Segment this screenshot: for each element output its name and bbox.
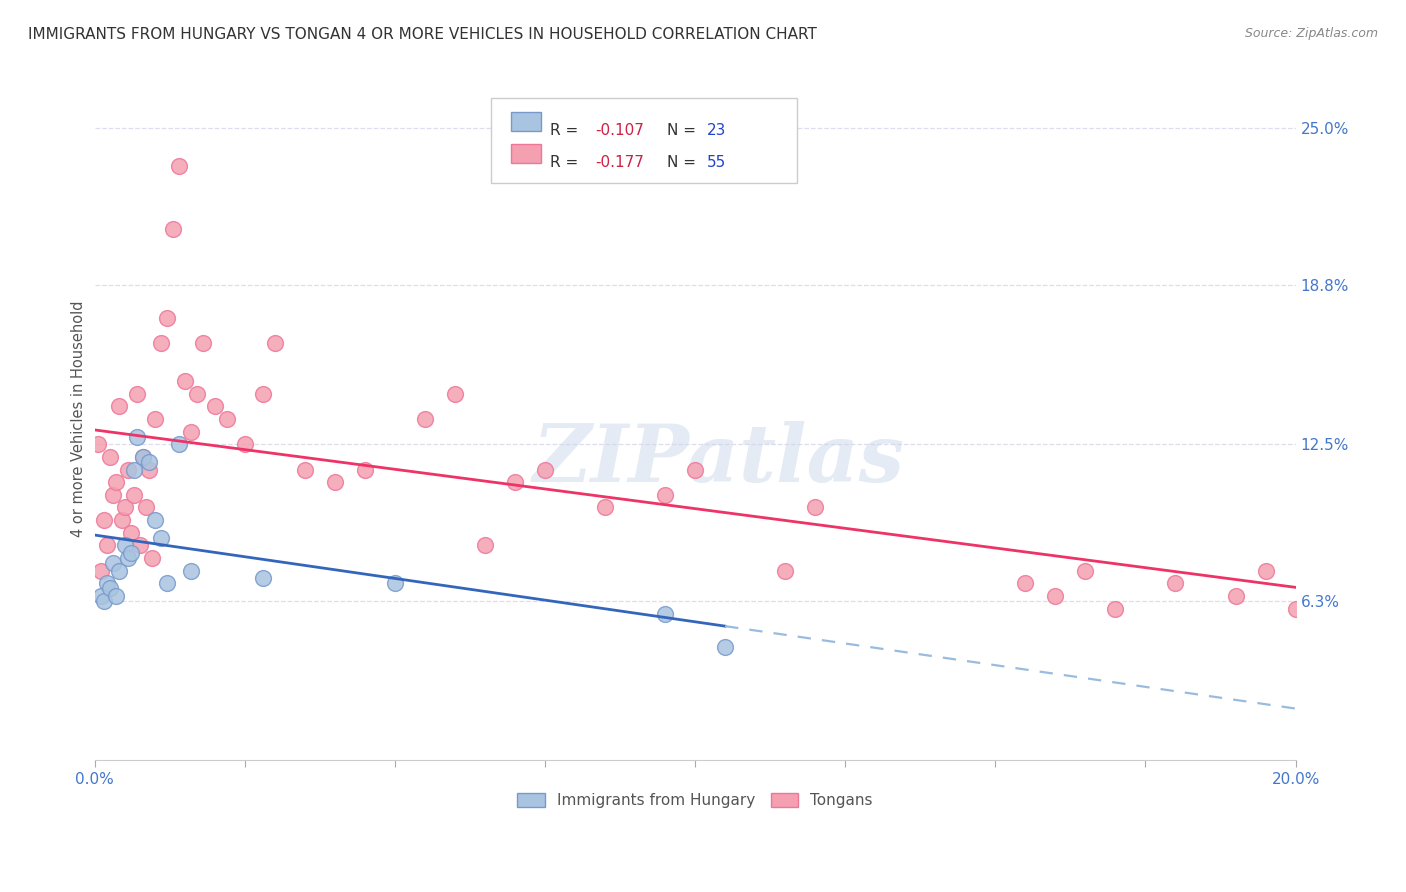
FancyBboxPatch shape: [512, 144, 541, 163]
Point: [141, 551, 163, 566]
Point: [90, 564, 112, 578]
Point: [125, 429, 148, 443]
Point: [117, 551, 139, 566]
Point: [98, 582, 121, 596]
Point: [149, 336, 172, 351]
Point: [323, 475, 346, 490]
Point: [180, 564, 202, 578]
Point: [1315, 538, 1337, 552]
Point: [114, 500, 136, 515]
Point: [149, 531, 172, 545]
Point: [96, 576, 118, 591]
Point: [122, 488, 145, 502]
Point: [534, 462, 557, 476]
Point: [474, 538, 496, 552]
Point: [110, 513, 132, 527]
Y-axis label: 4 or more Vehicles in Household: 4 or more Vehicles in Household: [72, 301, 86, 537]
Point: [1074, 564, 1097, 578]
Point: [1045, 589, 1067, 603]
Point: [167, 159, 190, 173]
Point: [117, 462, 139, 476]
Point: [143, 412, 166, 426]
Point: [104, 475, 127, 490]
Point: [93, 513, 115, 527]
Point: [654, 607, 676, 621]
Point: [215, 412, 238, 426]
Text: 23: 23: [707, 122, 727, 137]
Point: [683, 462, 706, 476]
Point: [593, 500, 616, 515]
Point: [114, 538, 136, 552]
Point: [773, 564, 796, 578]
Point: [125, 386, 148, 401]
Point: [162, 222, 184, 236]
Point: [191, 336, 214, 351]
Point: [143, 513, 166, 527]
Point: [173, 374, 195, 388]
Point: [138, 455, 160, 469]
Point: [167, 437, 190, 451]
Point: [1164, 576, 1187, 591]
Point: [252, 571, 274, 585]
Point: [120, 546, 142, 560]
Point: [104, 589, 127, 603]
Text: R =: R =: [550, 154, 583, 169]
Point: [503, 475, 526, 490]
Text: -0.177: -0.177: [595, 154, 644, 169]
Point: [252, 386, 274, 401]
Legend: Immigrants from Hungary, Tongans: Immigrants from Hungary, Tongans: [512, 787, 879, 814]
Point: [122, 462, 145, 476]
Point: [444, 386, 467, 401]
Text: ZIPatlas: ZIPatlas: [533, 421, 905, 499]
Point: [353, 462, 375, 476]
Point: [90, 589, 112, 603]
Point: [1014, 576, 1036, 591]
Point: [1225, 589, 1247, 603]
Text: Source: ZipAtlas.com: Source: ZipAtlas.com: [1244, 27, 1378, 40]
Point: [1284, 601, 1306, 615]
Point: [138, 462, 160, 476]
Text: N =: N =: [668, 122, 702, 137]
Point: [180, 425, 202, 439]
Point: [413, 412, 436, 426]
Point: [384, 576, 406, 591]
Point: [120, 525, 142, 540]
Point: [86, 437, 108, 451]
Text: IMMIGRANTS FROM HUNGARY VS TONGAN 4 OR MORE VEHICLES IN HOUSEHOLD CORRELATION CH: IMMIGRANTS FROM HUNGARY VS TONGAN 4 OR M…: [28, 27, 817, 42]
Point: [128, 538, 150, 552]
Point: [156, 310, 179, 325]
Point: [101, 556, 124, 570]
Point: [186, 386, 208, 401]
Point: [107, 399, 129, 413]
Text: -0.107: -0.107: [595, 122, 644, 137]
Text: N =: N =: [668, 154, 702, 169]
Point: [233, 437, 256, 451]
Point: [156, 576, 179, 591]
Point: [135, 500, 157, 515]
Point: [204, 399, 226, 413]
Point: [654, 488, 676, 502]
Point: [98, 450, 121, 464]
Text: 55: 55: [707, 154, 727, 169]
Point: [131, 450, 153, 464]
Point: [93, 594, 115, 608]
FancyBboxPatch shape: [512, 112, 541, 131]
Point: [131, 450, 153, 464]
Point: [1104, 601, 1126, 615]
Text: R =: R =: [550, 122, 583, 137]
FancyBboxPatch shape: [491, 98, 797, 183]
Point: [107, 564, 129, 578]
Point: [1254, 564, 1277, 578]
Point: [804, 500, 827, 515]
Point: [294, 462, 316, 476]
Point: [263, 336, 285, 351]
Point: [101, 488, 124, 502]
Point: [714, 640, 737, 654]
Point: [96, 538, 118, 552]
